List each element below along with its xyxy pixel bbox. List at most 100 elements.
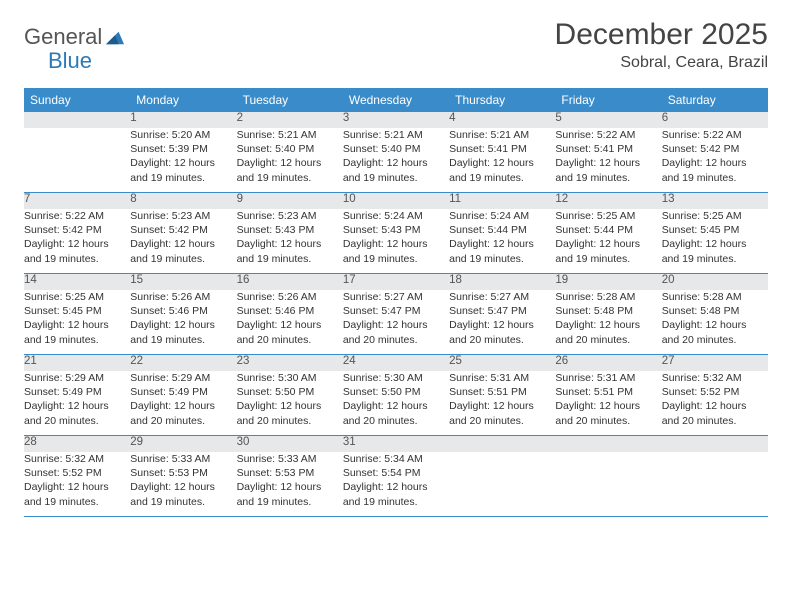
sunset-text: Sunset: 5:47 PM bbox=[449, 304, 555, 318]
sunset-text: Sunset: 5:49 PM bbox=[24, 385, 130, 399]
daylight-text-2: and 19 minutes. bbox=[343, 252, 449, 266]
daylight-text-1: Daylight: 12 hours bbox=[130, 480, 236, 494]
day-number: 31 bbox=[343, 436, 449, 453]
sunset-text: Sunset: 5:41 PM bbox=[555, 142, 661, 156]
sunset-text: Sunset: 5:45 PM bbox=[662, 223, 768, 237]
sunset-text: Sunset: 5:42 PM bbox=[24, 223, 130, 237]
brand-logo: General bbox=[24, 24, 126, 50]
daylight-text-1: Daylight: 12 hours bbox=[343, 318, 449, 332]
weekday-header: Monday bbox=[130, 88, 236, 112]
sunset-text: Sunset: 5:52 PM bbox=[662, 385, 768, 399]
day-number: 17 bbox=[343, 274, 449, 291]
daylight-text-1: Daylight: 12 hours bbox=[130, 318, 236, 332]
daylight-text-1: Daylight: 12 hours bbox=[343, 399, 449, 413]
daylight-text-1: Daylight: 12 hours bbox=[343, 237, 449, 251]
daylight-text-2: and 20 minutes. bbox=[449, 414, 555, 428]
day-cell: Sunrise: 5:22 AMSunset: 5:41 PMDaylight:… bbox=[555, 128, 661, 193]
day-number: 9 bbox=[237, 193, 343, 210]
day-cell: Sunrise: 5:25 AMSunset: 5:44 PMDaylight:… bbox=[555, 209, 661, 274]
day-cell: Sunrise: 5:22 AMSunset: 5:42 PMDaylight:… bbox=[662, 128, 768, 193]
weekday-header: Wednesday bbox=[343, 88, 449, 112]
daylight-text-2: and 19 minutes. bbox=[24, 333, 130, 347]
sunrise-text: Sunrise: 5:21 AM bbox=[449, 128, 555, 142]
sunset-text: Sunset: 5:43 PM bbox=[237, 223, 343, 237]
day-number: 20 bbox=[662, 274, 768, 291]
day-cell bbox=[24, 128, 130, 193]
day-cell: Sunrise: 5:23 AMSunset: 5:42 PMDaylight:… bbox=[130, 209, 236, 274]
day-number: 27 bbox=[662, 355, 768, 372]
sunrise-text: Sunrise: 5:24 AM bbox=[449, 209, 555, 223]
day-cell: Sunrise: 5:29 AMSunset: 5:49 PMDaylight:… bbox=[130, 371, 236, 436]
sunrise-text: Sunrise: 5:22 AM bbox=[555, 128, 661, 142]
daylight-text-1: Daylight: 12 hours bbox=[130, 237, 236, 251]
day-cell: Sunrise: 5:33 AMSunset: 5:53 PMDaylight:… bbox=[237, 452, 343, 517]
sunrise-text: Sunrise: 5:29 AM bbox=[24, 371, 130, 385]
daylight-text-1: Daylight: 12 hours bbox=[237, 399, 343, 413]
daylight-text-2: and 19 minutes. bbox=[130, 252, 236, 266]
daylight-text-1: Daylight: 12 hours bbox=[237, 156, 343, 170]
daylight-text-2: and 19 minutes. bbox=[343, 171, 449, 185]
daylight-text-2: and 20 minutes. bbox=[24, 414, 130, 428]
sunrise-text: Sunrise: 5:22 AM bbox=[662, 128, 768, 142]
sunrise-text: Sunrise: 5:23 AM bbox=[130, 209, 236, 223]
sunrise-text: Sunrise: 5:27 AM bbox=[343, 290, 449, 304]
daylight-text-2: and 19 minutes. bbox=[662, 252, 768, 266]
day-number: 25 bbox=[449, 355, 555, 372]
daylight-text-1: Daylight: 12 hours bbox=[555, 156, 661, 170]
sunset-text: Sunset: 5:40 PM bbox=[343, 142, 449, 156]
day-cell: Sunrise: 5:31 AMSunset: 5:51 PMDaylight:… bbox=[449, 371, 555, 436]
sunset-text: Sunset: 5:48 PM bbox=[662, 304, 768, 318]
day-number: 3 bbox=[343, 112, 449, 128]
day-cell bbox=[449, 452, 555, 517]
day-content-row: Sunrise: 5:32 AMSunset: 5:52 PMDaylight:… bbox=[24, 452, 768, 517]
day-number: 8 bbox=[130, 193, 236, 210]
daylight-text-1: Daylight: 12 hours bbox=[662, 237, 768, 251]
daylight-text-1: Daylight: 12 hours bbox=[130, 156, 236, 170]
sunset-text: Sunset: 5:42 PM bbox=[130, 223, 236, 237]
day-number: 18 bbox=[449, 274, 555, 291]
day-cell: Sunrise: 5:21 AMSunset: 5:40 PMDaylight:… bbox=[343, 128, 449, 193]
sunrise-text: Sunrise: 5:31 AM bbox=[449, 371, 555, 385]
day-cell: Sunrise: 5:22 AMSunset: 5:42 PMDaylight:… bbox=[24, 209, 130, 274]
sunset-text: Sunset: 5:42 PM bbox=[662, 142, 768, 156]
day-cell: Sunrise: 5:34 AMSunset: 5:54 PMDaylight:… bbox=[343, 452, 449, 517]
sunrise-text: Sunrise: 5:30 AM bbox=[237, 371, 343, 385]
brand-triangle-icon bbox=[106, 31, 124, 45]
day-number: 14 bbox=[24, 274, 130, 291]
sunset-text: Sunset: 5:52 PM bbox=[24, 466, 130, 480]
day-number: 6 bbox=[662, 112, 768, 128]
daylight-text-1: Daylight: 12 hours bbox=[449, 318, 555, 332]
day-number-row: 78910111213 bbox=[24, 193, 768, 210]
sunrise-text: Sunrise: 5:33 AM bbox=[237, 452, 343, 466]
sunset-text: Sunset: 5:50 PM bbox=[343, 385, 449, 399]
daylight-text-2: and 20 minutes. bbox=[343, 333, 449, 347]
day-content-row: Sunrise: 5:20 AMSunset: 5:39 PMDaylight:… bbox=[24, 128, 768, 193]
daylight-text-2: and 20 minutes. bbox=[130, 414, 236, 428]
day-number: 10 bbox=[343, 193, 449, 210]
day-cell: Sunrise: 5:30 AMSunset: 5:50 PMDaylight:… bbox=[237, 371, 343, 436]
sunrise-text: Sunrise: 5:29 AM bbox=[130, 371, 236, 385]
sunrise-text: Sunrise: 5:22 AM bbox=[24, 209, 130, 223]
day-number: 24 bbox=[343, 355, 449, 372]
daylight-text-1: Daylight: 12 hours bbox=[662, 399, 768, 413]
daylight-text-1: Daylight: 12 hours bbox=[555, 318, 661, 332]
sunset-text: Sunset: 5:45 PM bbox=[24, 304, 130, 318]
daylight-text-1: Daylight: 12 hours bbox=[237, 318, 343, 332]
day-number: 21 bbox=[24, 355, 130, 372]
sunset-text: Sunset: 5:43 PM bbox=[343, 223, 449, 237]
daylight-text-2: and 19 minutes. bbox=[555, 252, 661, 266]
daylight-text-2: and 19 minutes. bbox=[24, 252, 130, 266]
sunrise-text: Sunrise: 5:24 AM bbox=[343, 209, 449, 223]
day-number: 30 bbox=[237, 436, 343, 453]
daylight-text-2: and 19 minutes. bbox=[449, 171, 555, 185]
sunrise-text: Sunrise: 5:28 AM bbox=[662, 290, 768, 304]
sunrise-text: Sunrise: 5:25 AM bbox=[662, 209, 768, 223]
sunset-text: Sunset: 5:44 PM bbox=[449, 223, 555, 237]
day-cell: Sunrise: 5:33 AMSunset: 5:53 PMDaylight:… bbox=[130, 452, 236, 517]
daylight-text-2: and 19 minutes. bbox=[130, 171, 236, 185]
sunrise-text: Sunrise: 5:26 AM bbox=[130, 290, 236, 304]
sunset-text: Sunset: 5:47 PM bbox=[343, 304, 449, 318]
sunrise-text: Sunrise: 5:21 AM bbox=[237, 128, 343, 142]
sunset-text: Sunset: 5:39 PM bbox=[130, 142, 236, 156]
day-cell: Sunrise: 5:28 AMSunset: 5:48 PMDaylight:… bbox=[555, 290, 661, 355]
